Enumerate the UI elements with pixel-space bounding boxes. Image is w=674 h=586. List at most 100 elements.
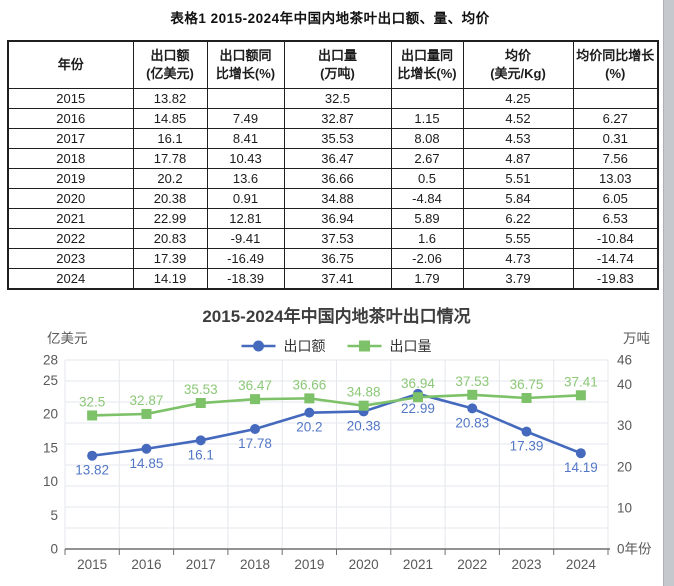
x-axis-label: 2015 [77,557,107,572]
x-axis-label: 2024 [566,557,597,572]
table-cell: -2.06 [390,248,464,269]
legend-item: 出口量 [347,338,432,354]
table-cell: -4.84 [390,188,464,209]
data-label: 13.82 [75,463,109,478]
table-cell: 2021 [7,208,134,229]
series-labels-出口量: 32.5 32.87 35.53 36.47 36.66 34.88 36.94 37.53 3… [79,374,598,410]
table-cell: 2018 [7,148,134,169]
table-cell: 36.47 [283,148,392,169]
table-cell: 17.39 [132,248,208,269]
right-axis-unit: 万吨 [623,331,650,346]
data-label: 14.19 [564,460,598,475]
table-cell: 13.6 [206,168,285,189]
left-axis-tick-label: 15 [43,440,58,455]
data-label: 20.38 [347,418,381,433]
table-cell [572,88,659,109]
legend-circle-marker [253,340,264,352]
data-label: 34.88 [347,385,381,400]
table-cell: 2023 [7,248,134,269]
x-axis-label: 2018 [240,557,270,572]
table-cell: 37.53 [283,228,392,249]
data-point-circle [250,423,261,434]
table-cell: 6.27 [572,108,659,129]
table-cell [206,88,285,109]
table-row: 2023 17.39 -16.49 36.75 -2.06 4.73 -14.74 [7,248,659,269]
table-cell: 22.99 [132,208,208,229]
series-line [91,392,582,458]
table-header-row: 年份 出口额 (亿美元) 出口额同 比增长(%) 出口量 (万吨) 出口量同 比增长(%) 均价(… [7,40,659,89]
data-label: 36.66 [292,377,326,392]
data-label: 36.47 [238,378,272,393]
table-cell: 0.91 [206,188,285,209]
left-axis-tick-label: 0 [50,542,58,557]
x-axis: 2015 2016 2017 2018 2019 2020 2021 2022 2023 2024 [64,548,610,572]
table-row: 2020 20.38 0.91 34.88 -4.84 5.84 6.05 [7,188,659,209]
data-label: 14.85 [130,456,164,471]
data-label: 32.5 [79,394,105,409]
table-cell: 20.38 [132,188,208,209]
data-point-circle [575,448,586,459]
table-cell: 1.15 [390,108,464,129]
table-cell: 4.87 [462,148,574,169]
data-point-square [141,408,152,419]
table-cell: 5.51 [462,168,574,189]
table-cell: -14.74 [572,248,659,269]
table-cell: 1.6 [390,228,464,249]
table-cell: 4.25 [462,88,574,109]
legend-label: 出口额 [284,338,326,354]
data-point-square [412,392,423,403]
right-axis-tick-label: 10 [617,500,632,515]
left-axis-tick-label: 5 [50,508,58,523]
table-cell: 6.05 [572,188,659,209]
scrollbar-track[interactable] [663,0,674,586]
data-point-square [87,410,98,421]
data-label: 37.41 [564,374,598,389]
table-cell: 2022 [7,228,134,249]
data-point-square [304,393,315,404]
data-point-circle [195,435,206,446]
left-axis-tick-label: 25 [43,373,58,388]
table-cell: 0.5 [390,168,464,189]
x-axis-label: 2016 [131,557,161,572]
table-cell: 34.88 [283,188,392,209]
table-cell [390,88,464,109]
column-header: 出口额同 比增长(%) [206,40,285,89]
data-label: 35.53 [184,382,218,397]
tea-export-table: 年份 出口额 (亿美元) 出口额同 比增长(%) 出口量 (万吨) 出口量同 比增长(%) 均价(… [7,40,659,290]
table-cell: 1.79 [390,268,464,290]
table-cell: -10.84 [572,228,659,249]
data-label: 32.87 [130,393,164,408]
table-row: 2022 20.83 -9.41 37.53 1.6 5.55 -10.84 [7,228,659,249]
table-cell: 2.67 [390,148,464,169]
x-axis-label: 2023 [512,557,542,572]
column-header: 均价同比增长 (%) [572,40,659,89]
table-cell: 7.49 [206,108,285,129]
x-axis-label: 2020 [349,557,379,572]
table-cell: 20.2 [132,168,208,189]
table-row: 2015 13.82 32.5 4.25 [7,88,659,109]
table-cell: 8.08 [390,128,464,149]
legend-label: 出口量 [390,338,432,354]
table-cell: 3.79 [462,268,574,290]
column-header: 出口量同 比增长(%) [390,40,464,89]
data-label: 20.2 [296,420,322,435]
data-label: 20.83 [455,415,489,430]
table-cell: 14.85 [132,108,208,129]
table-caption: 表格1 2015-2024年中国内地茶叶出口额、量、均价 [170,11,490,26]
x-axis-label: 2021 [403,557,433,572]
data-point-circle [521,426,532,437]
data-label: 17.78 [238,436,272,451]
right-axis-tick-label: 20 [617,459,632,474]
left-axis-tick-label: 10 [43,474,58,489]
table-cell: 32.87 [283,108,392,129]
data-point-circle [467,403,478,414]
table-cell: 20.83 [132,228,208,249]
table-cell: 37.41 [283,268,392,290]
data-point-square [358,400,369,411]
left-axis-tick-label: 28 [43,353,58,368]
data-label: 16.1 [188,447,214,462]
table-row: 2016 14.85 7.49 32.87 1.15 4.52 6.27 [7,108,659,129]
right-axis-tick-label: 46 [617,353,632,368]
right-axis-tick-label: 0年份 [617,542,652,557]
